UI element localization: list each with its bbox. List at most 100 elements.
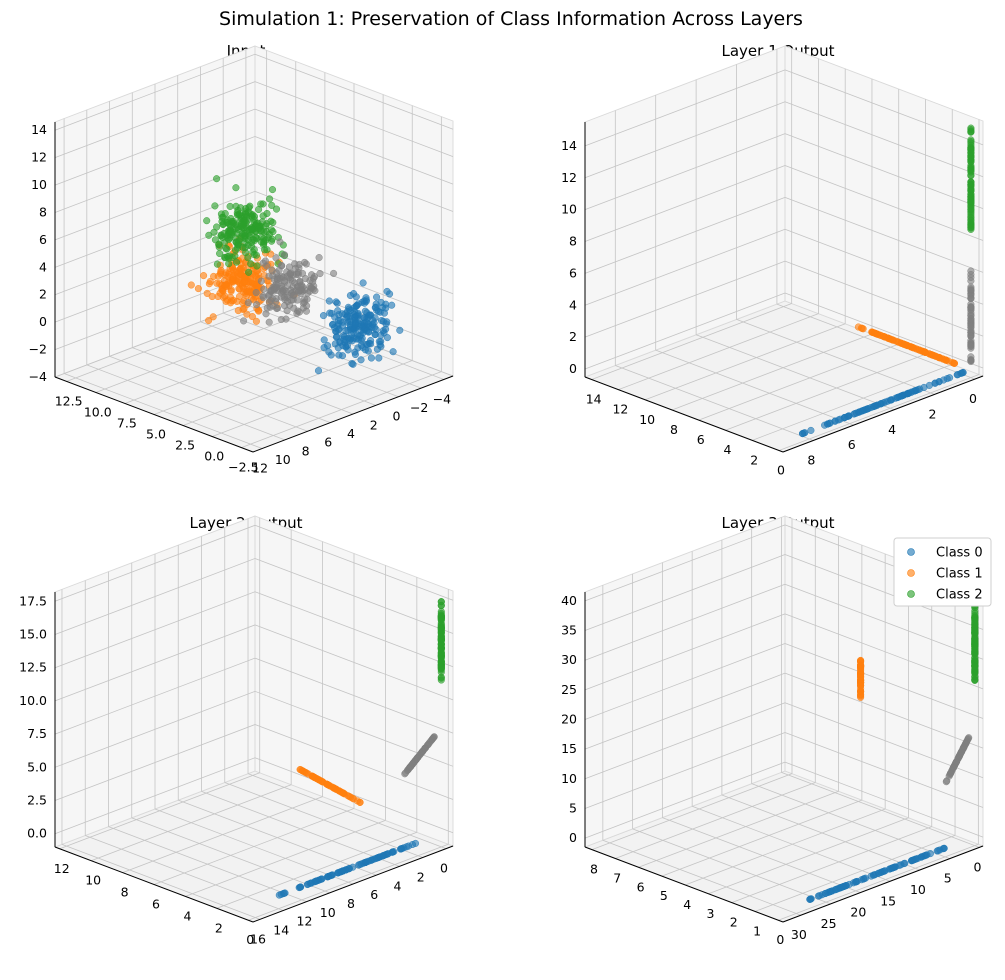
y-gridline xyxy=(63,373,263,449)
data-point xyxy=(320,336,328,344)
x-tick-label: 2.5 xyxy=(175,438,195,453)
tick-labels: 02468101216141210864200.02.55.07.510.012… xyxy=(19,593,448,947)
x-tick-label: 12 xyxy=(54,861,70,876)
z-gridline xyxy=(784,101,984,178)
data-point xyxy=(213,260,221,268)
y-tick-label: 12 xyxy=(252,461,268,476)
data-point xyxy=(247,238,256,247)
data-point xyxy=(330,269,338,277)
z-gridline xyxy=(784,613,984,690)
data-point xyxy=(408,840,417,849)
data-point xyxy=(380,309,388,317)
data-point xyxy=(276,238,284,246)
y-gridline xyxy=(223,312,422,389)
y-gridline xyxy=(632,828,831,905)
x-tick-label: 8 xyxy=(670,422,678,437)
data-point xyxy=(343,312,351,320)
z-gridline xyxy=(54,657,256,735)
z-tick-label: 5 xyxy=(569,800,577,815)
data-point xyxy=(270,275,278,284)
z-gridline xyxy=(54,690,256,768)
z-tick-label: 15.0 xyxy=(19,627,47,642)
y-gridline xyxy=(751,783,950,860)
z-tick-label: 15 xyxy=(561,741,577,756)
data-point xyxy=(857,666,865,675)
z-gridline xyxy=(54,591,256,669)
data-point xyxy=(897,392,905,400)
data-point xyxy=(297,766,305,774)
series-unlabeled xyxy=(942,734,973,786)
data-point xyxy=(206,277,214,286)
data-point xyxy=(350,304,358,312)
z-gridline xyxy=(254,108,454,185)
legend-marker xyxy=(907,590,915,598)
z-tick-label: 12 xyxy=(31,150,47,165)
y-tick-label: −4 xyxy=(433,391,451,406)
y-gridline xyxy=(721,794,921,871)
data-point xyxy=(377,298,385,306)
z-tick-label: 0 xyxy=(569,361,577,376)
data-point xyxy=(210,228,218,236)
z-tick-label: 10.0 xyxy=(19,693,47,708)
z-gridline xyxy=(54,624,256,702)
z-gridline xyxy=(254,136,454,212)
x-tick-label: 7.5 xyxy=(117,415,137,430)
y-tick-label: 16 xyxy=(250,931,266,946)
data-point xyxy=(357,356,365,364)
data-point xyxy=(347,793,355,801)
data-point xyxy=(912,386,920,395)
data-point xyxy=(261,236,270,244)
data-point xyxy=(205,231,213,239)
data-point xyxy=(362,296,370,304)
y-gridline xyxy=(109,355,308,432)
z-gridline xyxy=(784,554,984,630)
series-unlabeled xyxy=(401,733,438,778)
z-gridline xyxy=(584,702,786,780)
z-gridline xyxy=(784,69,984,146)
legend-label: Class 2 xyxy=(936,588,983,603)
data-point xyxy=(437,625,445,633)
data-point xyxy=(259,212,267,220)
data-point xyxy=(332,298,340,306)
data-point xyxy=(263,220,271,228)
data-point xyxy=(244,299,252,307)
z-gridline xyxy=(784,702,984,779)
data-point xyxy=(372,325,380,334)
x-tick-label: 10 xyxy=(639,412,655,427)
x-tick-label: 6 xyxy=(152,897,160,912)
z-tick-label: 4 xyxy=(569,297,577,312)
data-point xyxy=(260,285,268,293)
data-point xyxy=(251,271,259,280)
x-tick-label: 0 xyxy=(246,932,254,947)
data-point xyxy=(268,266,276,274)
x-tick-label: 0 xyxy=(776,932,784,947)
data-point xyxy=(967,149,975,157)
axes xyxy=(54,592,454,923)
x-tick-label: 0 xyxy=(777,462,785,477)
z-gridline xyxy=(584,197,786,274)
data-point xyxy=(230,219,238,227)
data-point xyxy=(967,321,975,329)
x-tick-label: 14 xyxy=(586,392,602,407)
data-point xyxy=(356,798,364,806)
data-point xyxy=(959,745,967,753)
data-point xyxy=(232,184,240,192)
data-point xyxy=(245,268,253,276)
series-class-0 xyxy=(798,368,967,438)
data-point xyxy=(962,739,970,747)
y-tick-label: 10 xyxy=(275,452,291,467)
z-gridline xyxy=(254,624,454,701)
data-point xyxy=(967,332,975,340)
z-tick-label: 8 xyxy=(569,234,577,249)
z-tick-label: 6 xyxy=(569,265,577,280)
data-point xyxy=(887,335,895,343)
data-point xyxy=(316,270,324,278)
z-tick-label: 10 xyxy=(31,177,47,192)
data-point xyxy=(946,770,954,778)
data-point xyxy=(214,272,222,280)
legend-marker xyxy=(907,548,915,556)
z-gridline xyxy=(254,245,454,322)
data-point xyxy=(437,602,445,610)
data-point xyxy=(370,855,378,863)
z-gridline xyxy=(254,190,454,267)
